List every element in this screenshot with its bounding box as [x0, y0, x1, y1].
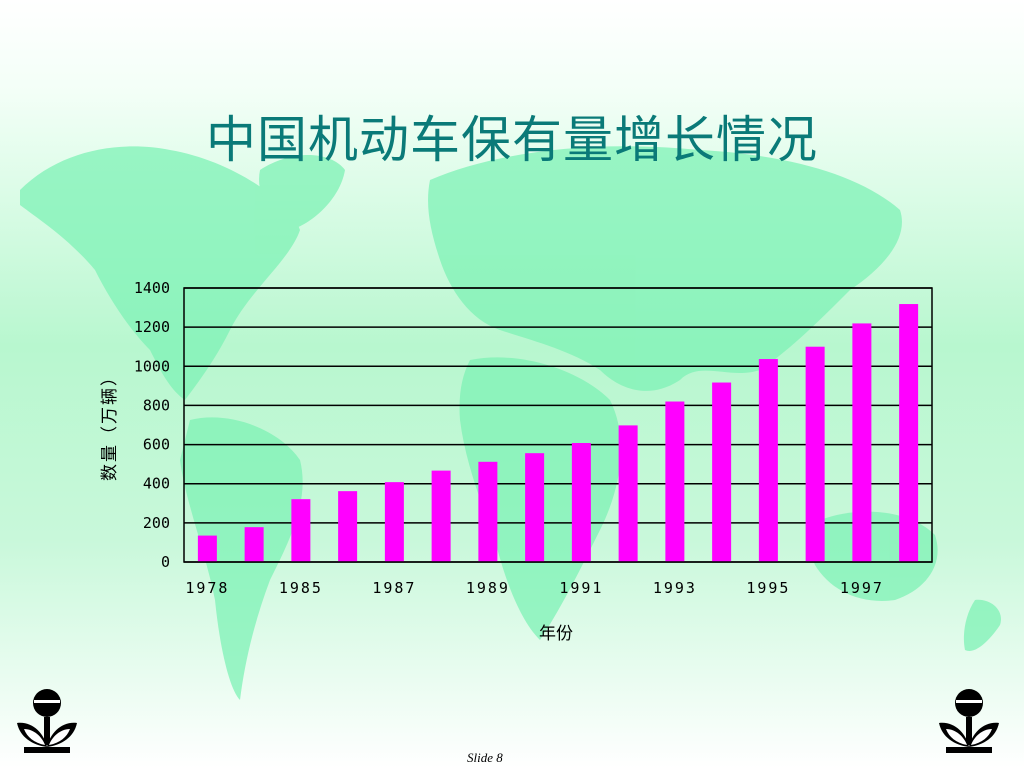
x-tick-label: 1978 [185, 579, 229, 597]
x-tick-label: 1993 [653, 579, 697, 597]
person-flower-logo-icon [12, 685, 82, 759]
y-tick-label: 0 [161, 553, 170, 571]
y-tick-label: 600 [143, 436, 170, 454]
bar-1996 [805, 346, 825, 562]
plot-frame [183, 287, 933, 563]
y-tick-label: 1000 [134, 357, 170, 375]
bar-1993 [665, 401, 685, 562]
slide-title: 中国机动车保有量增长情况 [206, 111, 818, 169]
bar-1991 [571, 443, 591, 562]
x-tick-label: 1985 [279, 579, 323, 597]
bar-1992 [618, 425, 638, 562]
y-tick-labels: 0 200 400 600 800 1000 1200 1400 [134, 279, 170, 571]
bar-1988 [431, 470, 451, 562]
person-flower-logo-icon [934, 685, 1004, 759]
bar-1997 [852, 323, 872, 562]
x-tick-labels: 1978 1985 1987 1989 1991 1993 1995 1997 [185, 579, 884, 597]
bar-1986 [338, 491, 358, 562]
bar-1985 [291, 499, 311, 562]
bar-1989 [478, 461, 498, 562]
bar-1994 [712, 382, 732, 562]
y-tick-label: 400 [143, 475, 170, 493]
y-axis-title: 数量（万辆） [100, 367, 120, 481]
slide-number: Slide 8 [467, 750, 503, 765]
y-tick-label: 1200 [134, 318, 170, 336]
bar-1990 [525, 453, 545, 562]
x-tick-label: 1995 [746, 579, 790, 597]
x-tick-label: 1991 [559, 579, 603, 597]
bar-1998 [899, 304, 919, 562]
bars [197, 304, 919, 562]
x-tick-label: 1987 [372, 579, 416, 597]
x-tick-label: 1989 [466, 579, 510, 597]
bar-1978 [197, 535, 217, 562]
bar-1995 [758, 359, 778, 562]
y-tick-label: 200 [143, 514, 170, 532]
x-axis-title: 年份 [539, 624, 573, 644]
bar-1987 [384, 482, 404, 562]
y-tick-label: 800 [143, 396, 170, 414]
y-tick-label: 1400 [134, 279, 170, 297]
x-tick-label: 1997 [840, 579, 884, 597]
bar-1980 [244, 527, 264, 562]
